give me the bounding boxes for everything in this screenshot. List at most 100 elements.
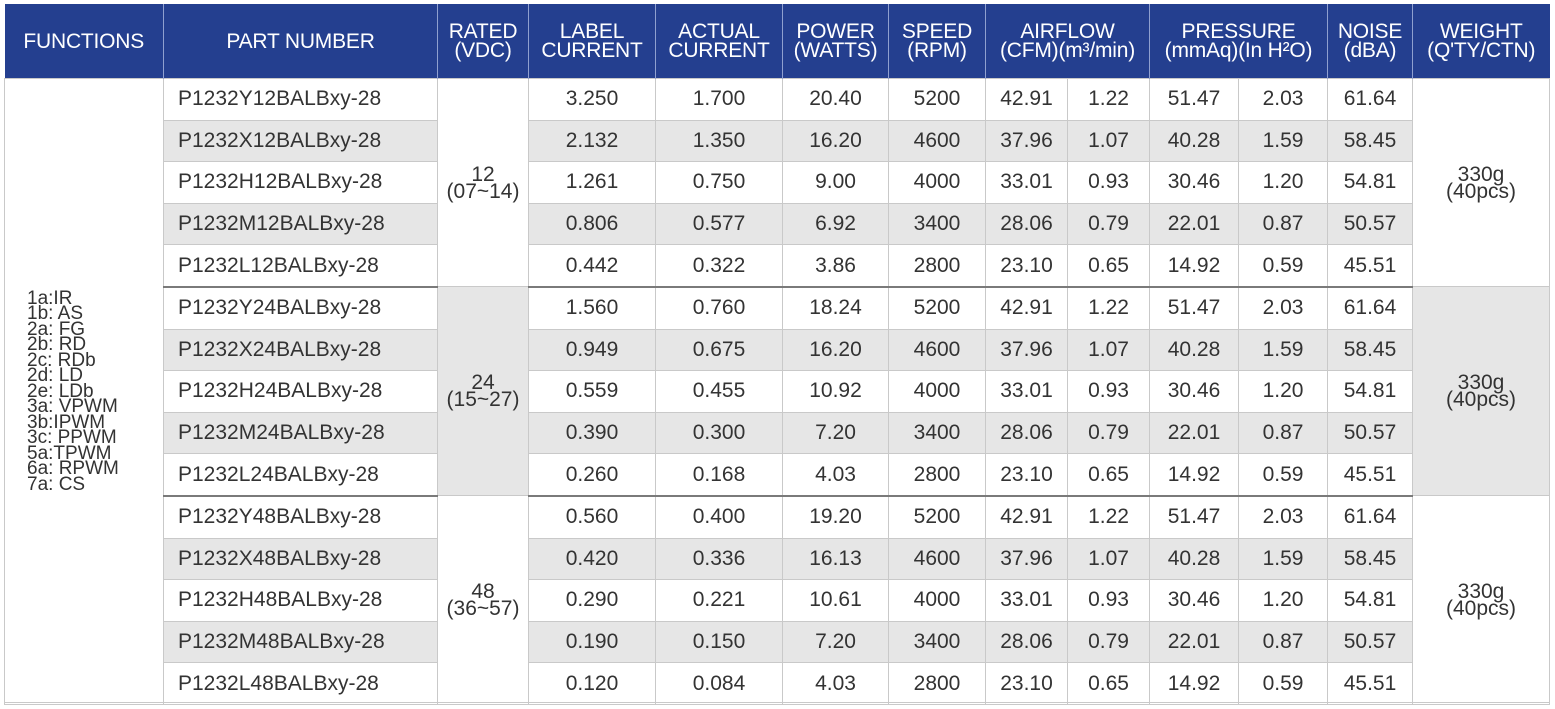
table-row: P1232Y24BALBxy-28 24 (15~27) 1.560 0.760 18.2…	[5, 285, 1550, 497]
power-cell: 6.92	[782, 202, 889, 246]
pressure-inh2o-cell: 1.59	[1238, 328, 1328, 372]
speed-cell: 5200	[888, 78, 986, 121]
pressure-inh2o-cell: 2.03	[1238, 78, 1328, 121]
actual-current-cell: 0.675	[655, 328, 783, 372]
airflow-m3min-cell: 1.07	[1067, 119, 1150, 163]
actual-current-cell: 0.168	[655, 453, 783, 497]
header-rated: RATED (VDC)	[437, 4, 529, 79]
power-cell: 16.20	[782, 328, 889, 372]
power-cell: 20.40	[782, 78, 889, 121]
airflow-cfm-cell: 33.01	[985, 161, 1068, 204]
airflow-m3min-cell: 1.07	[1067, 537, 1150, 581]
pressure-mmaq-cell: 14.92	[1149, 453, 1239, 497]
table-row: P1232L24BALBxy-28 0.260 0.168 4.03 2800 23.10…	[5, 453, 1550, 497]
noise-cell: 45.51	[1327, 244, 1413, 288]
airflow-cfm-cell: 23.10	[985, 662, 1068, 705]
header-airflow: AIRFLOW (CFM)(m³/min)	[985, 4, 1150, 79]
actual-current-cell: 0.760	[655, 285, 783, 330]
noise-cell: 58.45	[1327, 328, 1413, 372]
speed-cell: 3400	[888, 202, 986, 246]
table-row: P1232L48BALBxy-28 0.120 0.084 4.03 2800 23.10…	[5, 662, 1550, 705]
speed-cell: 4600	[888, 119, 986, 163]
weight-qty: 330g (40pcs)	[1412, 77, 1550, 288]
airflow-cfm-cell: 37.96	[985, 537, 1068, 581]
table-row: P1232H48BALBxy-28 0.290 0.221 10.61 4000 33.0…	[5, 579, 1550, 622]
function-item: 3c: PPWM	[27, 427, 117, 449]
part-number-cell: P1232Y24BALBxy-28	[163, 285, 438, 330]
airflow-cfm-cell: 23.10	[985, 453, 1068, 497]
power-cell: 10.92	[782, 370, 889, 413]
speed-cell: 2800	[888, 244, 986, 288]
table-row: P1232X48BALBxy-28 0.420 0.336 16.13 4600 37.9…	[5, 537, 1550, 581]
airflow-cfm-cell: 33.01	[985, 579, 1068, 622]
weight-qty: 330g (40pcs)	[1412, 495, 1550, 705]
actual-current-cell: 0.750	[655, 161, 783, 204]
header-functions: FUNCTIONS	[4, 4, 164, 79]
pressure-mmaq-cell: 22.01	[1149, 411, 1239, 455]
pressure-inh2o-cell: 0.87	[1238, 620, 1328, 664]
airflow-m3min-cell: 1.22	[1067, 78, 1150, 121]
airflow-cfm-cell: 42.91	[985, 285, 1068, 330]
header-actual-current: ACTUAL CURRENT	[655, 4, 783, 79]
airflow-m3min-cell: 1.22	[1067, 494, 1150, 539]
table-row: P1232Y48BALBxy-28 48 (36~57) 0.560 0.400 19.2…	[5, 494, 1550, 705]
noise-cell: 50.57	[1327, 202, 1413, 246]
power-cell: 3.86	[782, 244, 889, 288]
pressure-inh2o-cell: 0.87	[1238, 411, 1328, 455]
part-number-cell: P1232X48BALBxy-28	[163, 537, 438, 581]
actual-current-cell: 0.455	[655, 370, 783, 413]
power-cell: 7.20	[782, 411, 889, 455]
table-row: P1232H12BALBxy-28 1.261 0.750 9.00 4000 33.01…	[5, 161, 1550, 204]
part-number-cell: P1232M24BALBxy-28	[163, 411, 438, 455]
part-number-cell: P1232Y48BALBxy-28	[163, 494, 438, 539]
label-current-cell: 0.559	[528, 370, 656, 413]
power-cell: 7.20	[782, 620, 889, 664]
airflow-m3min-cell: 0.93	[1067, 579, 1150, 622]
part-number-cell: P1232X24BALBxy-28	[163, 328, 438, 372]
airflow-m3min-cell: 0.93	[1067, 161, 1150, 204]
label-current-cell: 0.949	[528, 328, 656, 372]
actual-current-cell: 0.084	[655, 662, 783, 705]
label-current-cell: 2.132	[528, 119, 656, 163]
airflow-cfm-cell: 23.10	[985, 244, 1068, 288]
pressure-inh2o-cell: 1.20	[1238, 161, 1328, 204]
power-cell: 10.61	[782, 579, 889, 622]
noise-cell: 61.64	[1327, 78, 1413, 121]
label-current-cell: 0.390	[528, 411, 656, 455]
airflow-m3min-cell: 0.79	[1067, 620, 1150, 664]
noise-cell: 58.45	[1327, 119, 1413, 163]
noise-cell: 45.51	[1327, 662, 1413, 705]
airflow-cfm-cell: 37.96	[985, 119, 1068, 163]
actual-current-cell: 0.150	[655, 620, 783, 664]
function-item: 2d: LD	[27, 365, 83, 387]
part-number-cell: P1232Y12BALBxy-28	[163, 78, 438, 121]
part-number-cell: P1232X12BALBxy-28	[163, 119, 438, 163]
function-item: 5a:TPWM	[27, 442, 112, 464]
function-item: 7a: CS	[27, 473, 86, 495]
speed-cell: 3400	[888, 411, 986, 455]
function-item: 6a: RPWM	[27, 458, 119, 480]
actual-current-cell: 1.350	[655, 119, 783, 163]
power-cell: 4.03	[782, 453, 889, 497]
header-power: POWER (WATTS)	[782, 4, 889, 79]
header-speed: SPEED (RPM)	[888, 4, 986, 79]
pressure-inh2o-cell: 2.03	[1238, 285, 1328, 330]
function-item: 3a: VPWM	[27, 396, 118, 418]
part-number-cell: P1232M48BALBxy-28	[163, 620, 438, 664]
airflow-cfm-cell: 28.06	[985, 411, 1068, 455]
airflow-cfm-cell: 28.06	[985, 202, 1068, 246]
airflow-cfm-cell: 42.91	[985, 494, 1068, 539]
function-item: 2b: RD	[27, 334, 87, 356]
speed-cell: 2800	[888, 453, 986, 497]
power-cell: 9.00	[782, 161, 889, 204]
noise-cell: 61.64	[1327, 285, 1413, 330]
table-row: P1232L12BALBxy-28 0.442 0.322 3.86 2800 23.10…	[5, 244, 1550, 288]
header-label-current: LABEL CURRENT	[528, 4, 656, 79]
label-current-cell: 0.560	[528, 494, 656, 539]
part-number-cell: P1232H48BALBxy-28	[163, 579, 438, 622]
pressure-inh2o-cell: 1.20	[1238, 370, 1328, 413]
pressure-mmaq-cell: 22.01	[1149, 202, 1239, 246]
table-row: P1232M12BALBxy-28 0.806 0.577 6.92 3400 28.06…	[5, 202, 1550, 246]
part-number-cell: P1232L12BALBxy-28	[163, 244, 438, 288]
actual-current-cell: 0.336	[655, 537, 783, 581]
